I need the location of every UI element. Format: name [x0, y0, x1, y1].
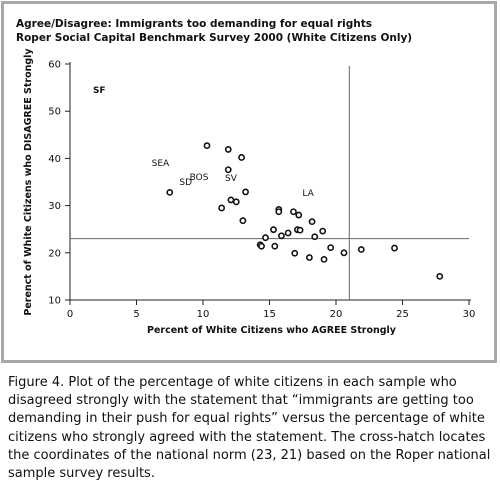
data-point [271, 242, 279, 250]
x-tick-label: 20 [330, 309, 343, 320]
data-point [218, 204, 226, 212]
point-annotation: LA [302, 189, 314, 199]
data-point [320, 256, 328, 263]
data-point [295, 211, 303, 219]
data-point [319, 227, 327, 235]
data-point [311, 233, 319, 241]
data-point [284, 229, 292, 237]
data-point [258, 242, 265, 250]
y-axis-label: Perenct of White Citizens who DISAGREE S… [23, 48, 34, 316]
data-point [262, 234, 269, 242]
point-annotation: SV [225, 174, 238, 184]
y-tick-label: 10 [48, 296, 61, 307]
y-tick-label: 20 [48, 248, 61, 259]
scatter-chart: Agree/Disagree: Immigrants too demanding… [16, 18, 476, 336]
data-point [290, 208, 297, 216]
figure-caption: Figure 4. Plot of the percentage of whit… [8, 375, 491, 482]
data-point [391, 244, 398, 252]
data-point [305, 254, 313, 261]
data-point [327, 244, 335, 252]
data-point [224, 166, 232, 174]
y-tick-label: 40 [48, 154, 61, 165]
data-point [278, 232, 285, 240]
chart-title-line: Roper Social Capital Benchmark Survey 20… [16, 32, 412, 44]
data-point [275, 208, 283, 216]
y-tick-label: 60 [48, 60, 61, 71]
data-point [270, 226, 277, 234]
data-point [238, 154, 245, 161]
data-point [232, 198, 240, 206]
data-point [166, 188, 174, 196]
data-point [357, 246, 365, 253]
x-tick-label: 15 [263, 309, 276, 320]
y-tick-label: 50 [48, 107, 61, 118]
data-point [291, 249, 299, 257]
data-point [227, 196, 235, 204]
y-tick-label: 30 [48, 201, 61, 212]
data-point [203, 142, 211, 150]
point-annotation: SEA [152, 159, 170, 169]
point-annotation: SD [179, 178, 192, 188]
data-point [436, 272, 444, 280]
data-point [308, 218, 316, 226]
data-point [296, 226, 304, 234]
x-tick-label: 5 [133, 309, 139, 320]
data-point [239, 217, 247, 225]
point-annotation: BOS [190, 173, 209, 183]
x-tick-label: 25 [396, 309, 409, 320]
x-tick-label: 10 [197, 309, 210, 320]
x-tick-label: 0 [67, 309, 73, 320]
x-axis-label: Percent of White Citizens who AGREE Stro… [147, 325, 397, 336]
data-point [340, 249, 348, 257]
chart-title-line: Agree/Disagree: Immigrants too demanding… [16, 18, 372, 30]
point-annotation: SF [93, 86, 106, 96]
chart-frame: Agree/Disagree: Immigrants too demanding… [1, 1, 497, 363]
x-tick-label: 30 [463, 309, 476, 320]
data-point [242, 188, 249, 196]
data-point [224, 146, 232, 153]
